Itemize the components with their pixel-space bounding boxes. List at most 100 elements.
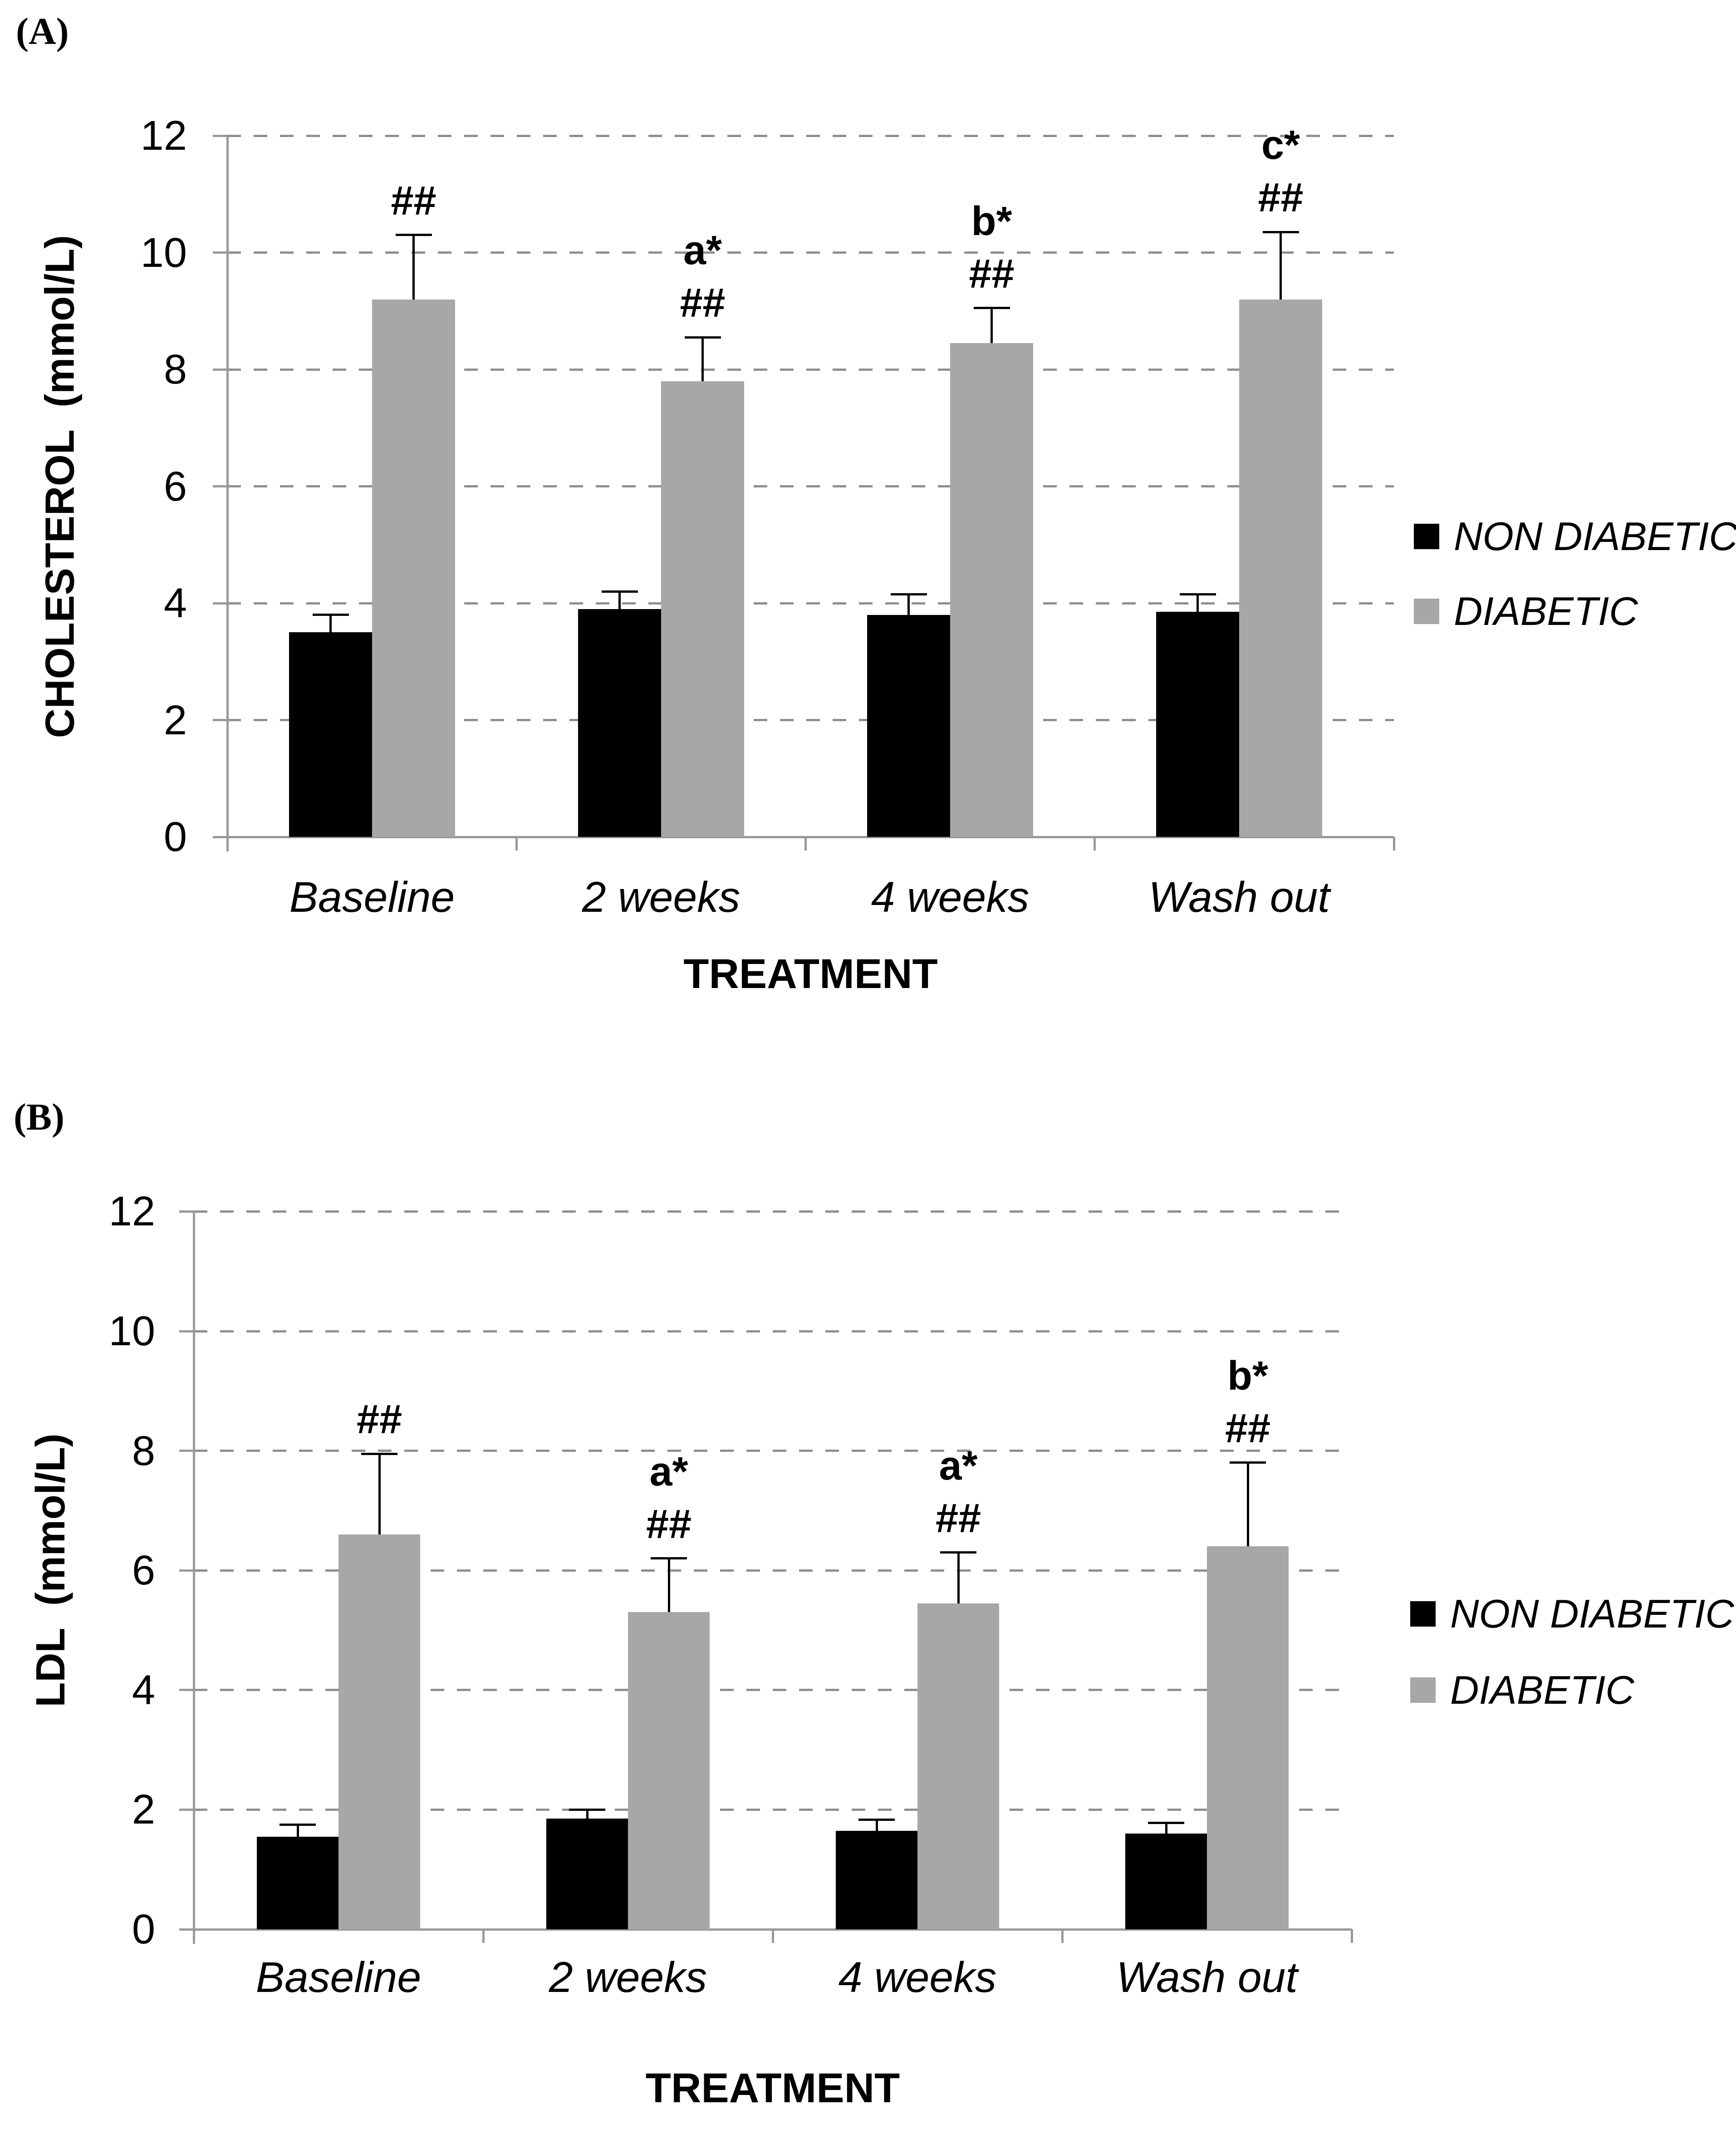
y-tick-12 [179, 1210, 194, 1213]
bar-non-diabetic-baseline [257, 1836, 338, 1929]
y-tick-10 [179, 1330, 194, 1333]
error-bar-line [412, 235, 415, 300]
legend-label: NON DIABETIC [1450, 1591, 1734, 1636]
error-bar-line [1197, 594, 1199, 612]
error-bar-line [1165, 1823, 1167, 1834]
annotation-baseline: ## [309, 181, 518, 221]
error-bar-line [991, 308, 993, 344]
x-tick-2 [1061, 1929, 1064, 1943]
gridline-y8 [227, 368, 1394, 371]
error-bar-cap [651, 1557, 687, 1560]
y-tick-label-12: 12 [140, 113, 187, 159]
x-axis-line [179, 1928, 1352, 1931]
annotation-text: ## [1258, 175, 1304, 221]
y-axis-title: LDL (mmol/L) [28, 1433, 74, 1707]
y-tick-6 [179, 1569, 194, 1572]
bar-non-diabetic-4-weeks [867, 615, 950, 837]
y-axis-line [226, 136, 229, 851]
legend-swatch-black [1410, 1601, 1436, 1627]
error-bar-cap [312, 614, 349, 616]
gridline-y2 [227, 719, 1394, 721]
annotation-text: ## [391, 178, 436, 224]
gridline-y12 [194, 1210, 1352, 1213]
y-tick-12 [213, 134, 227, 137]
gridline-y10 [194, 1330, 1352, 1333]
annotation-baseline: ## [275, 1399, 484, 1440]
legend-item-diabetic: DIABETIC [1414, 591, 1638, 631]
error-bar-line [618, 591, 621, 609]
y-tick-label-10: 10 [140, 229, 187, 276]
annotation-text: ## [356, 1397, 402, 1443]
annotation-text: a* [649, 1449, 688, 1495]
gridline-y6 [194, 1569, 1352, 1572]
bar-non-diabetic-4-weeks [836, 1830, 917, 1929]
y-tick-4 [179, 1689, 194, 1691]
error-bar-cap [858, 1819, 895, 1821]
y-tick-label-10: 10 [108, 1308, 155, 1354]
error-bar-cap [280, 1823, 316, 1826]
error-bar-line [296, 1824, 299, 1837]
x-category-2-weeks: 2 weeks [582, 873, 740, 921]
bar-non-diabetic-2-weeks [578, 609, 661, 837]
bar-diabetic-4-weeks [950, 343, 1033, 837]
x-axis-title: TREATMENT [645, 2065, 900, 2111]
bar-diabetic-baseline [372, 299, 455, 837]
panel-letter-(A): (A) [16, 10, 69, 53]
bar-diabetic-wash-out [1207, 1546, 1289, 1929]
annotation-text: ## [935, 1495, 981, 1541]
error-bar-line [667, 1558, 670, 1613]
legend-label: DIABETIC [1450, 1667, 1634, 1712]
error-bar-cap [890, 593, 927, 596]
panel-letter-(B): (B) [14, 1096, 64, 1138]
annotation-wash-out: c* ## [1177, 125, 1385, 218]
x-category-4-weeks: 4 weeks [871, 873, 1030, 921]
y-axis-title: CHOLESTEROL (mmol/L) [37, 235, 83, 738]
x-tick-0 [482, 1929, 485, 1943]
legend-swatch-black [1414, 524, 1439, 549]
x-category-4-weeks: 4 weeks [838, 1953, 997, 2001]
x-tick-3 [1350, 1929, 1353, 1943]
x-tick-1 [771, 1929, 774, 1943]
legend-item-non-diabetic: NON DIABETIC [1414, 516, 1736, 556]
y-tick-4 [213, 602, 227, 605]
bar-non-diabetic-baseline [289, 632, 372, 837]
error-bar-cap [395, 234, 432, 236]
annotation-2-weeks: a* ## [598, 230, 807, 324]
y-tick-label-0: 0 [132, 1906, 155, 1952]
annotation-text: a* [939, 1443, 978, 1489]
bar-diabetic-wash-out [1239, 299, 1322, 837]
annotation-4-weeks: a* ## [854, 1446, 1063, 1539]
bar-diabetic-2-weeks [628, 1612, 710, 1929]
gridline-y4 [227, 602, 1394, 605]
y-tick-8 [179, 1450, 194, 1452]
error-bar-cap [940, 1551, 976, 1554]
chart-panel-a: (A) 0 2 4 6 8 10 12 ## a* ## b* ## c* ## Baseline 2 week… [16, 10, 1736, 997]
y-tick-label-4: 4 [163, 580, 187, 626]
gridline-y10 [227, 251, 1394, 254]
error-bar-cap [1148, 1821, 1184, 1824]
annotation-2-weeks: a* ## [564, 1451, 773, 1545]
y-tick-label-0: 0 [163, 814, 187, 860]
bar-diabetic-2-weeks [661, 381, 744, 837]
y-tick-10 [213, 251, 227, 254]
gridline-y4 [194, 1689, 1352, 1691]
x-category-wash-out: Wash out [1148, 873, 1330, 921]
annotation-text: ## [1225, 1406, 1271, 1451]
legend-item-non-diabetic: NON DIABETIC [1410, 1594, 1734, 1634]
error-bar-line [907, 594, 910, 615]
x-axis-title: TREATMENT [683, 951, 938, 997]
error-bar-line [957, 1552, 960, 1603]
annotation-wash-out: b* ## [1143, 1356, 1352, 1449]
gridline-y8 [194, 1450, 1352, 1452]
x-category-baseline: Baseline [255, 1953, 422, 2001]
legend-swatch-gray [1414, 599, 1439, 624]
error-bar-line [378, 1454, 381, 1535]
x-category-2-weeks: 2 weeks [549, 1953, 707, 2001]
error-bar-cap [1230, 1461, 1266, 1464]
x-tick-2 [1094, 837, 1096, 851]
bar-non-diabetic-wash-out [1125, 1834, 1207, 1929]
y-tick-label-8: 8 [132, 1427, 155, 1474]
y-tick-label-2: 2 [132, 1786, 155, 1833]
y-axis-line [192, 1211, 195, 1944]
